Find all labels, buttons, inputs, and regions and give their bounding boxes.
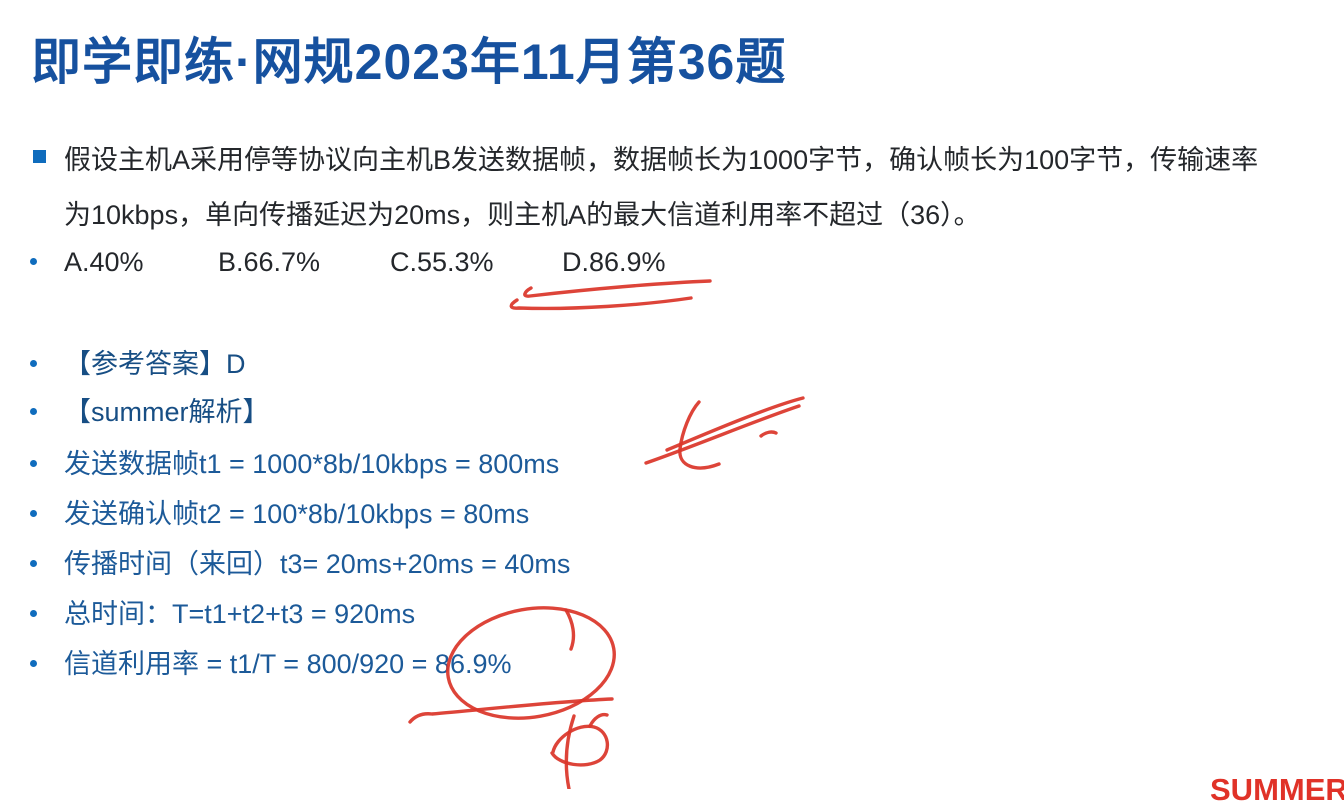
brand-watermark: SUMMER课 xyxy=(1210,767,1344,809)
bullet-dot-icon xyxy=(30,460,37,467)
option-b: B.66.7% xyxy=(218,247,321,277)
question-text: 假设主机A采用停等协议向主机B发送数据帧，数据帧长为1000字节，确认帧长为10… xyxy=(64,133,1258,243)
analysis-step: 传播时间（来回）t3= 20ms+20ms = 40ms xyxy=(64,549,571,579)
red-check-annotation xyxy=(644,396,805,470)
bullet-dot-icon xyxy=(30,258,37,265)
analysis-header: 【summer解析】 xyxy=(64,397,270,427)
reference-answer: 【参考答案】D xyxy=(64,349,246,379)
bullet-dot-icon xyxy=(30,610,37,617)
page-title: 即学即练·网规2023年11月第36题 xyxy=(31,34,787,90)
red-underline-annotation xyxy=(509,279,712,311)
brand-watermark-text: SUMMER xyxy=(1210,772,1344,807)
bullet-dot-icon xyxy=(30,408,37,415)
option-a: A.40% xyxy=(64,247,144,277)
bullet-dot-icon xyxy=(30,360,37,367)
bullet-dot-icon xyxy=(30,660,37,667)
option-c: C.55.3% xyxy=(390,247,494,277)
question-line-1: 假设主机A采用停等协议向主机B发送数据帧，数据帧长为1000字节，确认帧长为10… xyxy=(64,145,1259,175)
analysis-step: 信道利用率 = t1/T = 800/920 = 86.9% xyxy=(64,649,512,679)
bullet-square-icon xyxy=(33,150,46,163)
bullet-dot-icon xyxy=(30,510,37,517)
question-line-2: 为10kbps，单向传播延迟为20ms，则主机A的最大信道利用率不超过（36）。 xyxy=(64,200,981,230)
slide-canvas: 即学即练·网规2023年11月第36题 假设主机A采用停等协议向主机B发送数据帧… xyxy=(30,34,1344,807)
analysis-step: 发送数据帧t1 = 1000*8b/10kbps = 800ms xyxy=(64,449,560,479)
analysis-step: 总时间：T=t1+t2+t3 = 920ms xyxy=(64,599,416,629)
red-flourish-annotation xyxy=(550,712,610,789)
bullet-dot-icon xyxy=(30,560,37,567)
option-d: D.86.9% xyxy=(562,247,666,277)
analysis-step: 发送确认帧t2 = 100*8b/10kbps = 80ms xyxy=(64,499,530,529)
